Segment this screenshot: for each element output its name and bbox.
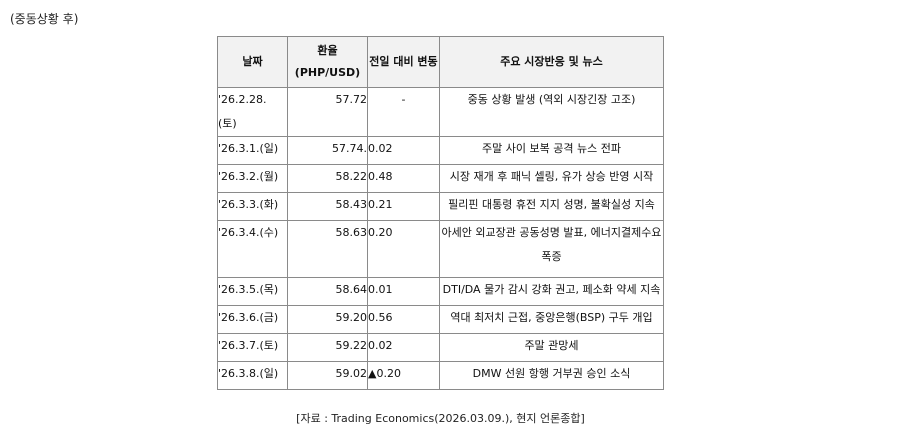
news-cell: 필리핀 대통령 휴전 지지 성명, 불확실성 지속 xyxy=(439,192,664,221)
change-cell: 0.56 xyxy=(367,305,440,334)
news-text-line: 폭증 xyxy=(541,250,562,263)
date-cell: '26.3.3.(화) xyxy=(217,192,288,221)
header-change: 전일 대비 변동 xyxy=(367,36,440,88)
rate-cell: 59.22 xyxy=(287,333,368,362)
rate-cell: 58.64 xyxy=(287,277,368,306)
source-caption: [자료 : Trading Economics(2026.03.09.), 현지… xyxy=(296,412,585,425)
change-cell: 0.02 xyxy=(367,333,440,362)
news-cell: DMW 선원 항행 거부권 승인 소식 xyxy=(439,361,664,390)
change-cell: 0.21 xyxy=(367,192,440,221)
news-cell: 아세안 외교장관 공동성명 발표, 에너지결제수요 폭증 xyxy=(439,220,664,278)
table-row: '26.3.2.(월) 58.22 0.48 시장 재개 후 패닉 셀링, 유가… xyxy=(217,164,664,193)
change-cell: 0.48 xyxy=(367,164,440,193)
news-cell: DTI/DA 물가 감시 강화 권고, 페소화 약세 지속 xyxy=(439,277,664,306)
change-cell: 0.01 xyxy=(367,277,440,306)
date-cell: '26.3.1.(일) xyxy=(217,136,288,165)
news-text-line: 아세안 외교장관 공동성명 발표, 에너지결제수요 xyxy=(441,226,662,239)
date-cell: '26.3.6.(금) xyxy=(217,305,288,334)
section-caption: (중동상황 후) xyxy=(10,12,79,26)
change-cell: - xyxy=(367,87,440,137)
header-rate-label: 환율 xyxy=(317,44,338,57)
weekday-text: (토) xyxy=(218,117,237,130)
rate-cell: 59.20 xyxy=(287,305,368,334)
date-cell: '26.3.4.(수) xyxy=(217,220,288,278)
table-row: '26.3.6.(금) 59.20 0.56 역대 최저치 근접, 중앙은행(B… xyxy=(217,305,664,334)
date-cell: '26.3.7.(토) xyxy=(217,333,288,362)
table-row: '26.3.1.(일) 57.74. 0.02 주말 사이 보복 공격 뉴스 전… xyxy=(217,136,664,165)
table-row: '26.3.8.(일) 59.02 ▲0.20 DMW 선원 항행 거부권 승인… xyxy=(217,361,664,390)
header-date: 날짜 xyxy=(217,36,288,88)
news-cell: 주말 사이 보복 공격 뉴스 전파 xyxy=(439,136,664,165)
date-text: '26.2.28. xyxy=(218,93,267,106)
news-cell: 중동 상황 발생 (역외 시장긴장 고조) xyxy=(439,87,664,137)
table-row: '26.3.5.(목) 58.64 0.01 DTI/DA 물가 감시 강화 권… xyxy=(217,277,664,306)
date-cell: '26.3.5.(목) xyxy=(217,277,288,306)
header-rate-unit: (PHP/USD) xyxy=(294,66,361,79)
table-row: '26.2.28. (토) 57.72 - 중동 상황 발생 (역외 시장긴장 … xyxy=(217,87,664,137)
date-cell: '26.2.28. (토) xyxy=(217,87,288,137)
rate-cell: 58.22 xyxy=(287,164,368,193)
date-cell: '26.3.2.(월) xyxy=(217,164,288,193)
news-cell: 역대 최저치 근접, 중앙은행(BSP) 구두 개입 xyxy=(439,305,664,334)
rate-cell: 57.74. xyxy=(287,136,368,165)
rate-cell: 57.72 xyxy=(287,87,368,137)
header-rate: 환율 (PHP/USD) xyxy=(287,36,368,88)
change-cell: ▲0.20 xyxy=(367,361,440,390)
rate-cell: 58.43 xyxy=(287,192,368,221)
header-news: 주요 시장반응 및 뉴스 xyxy=(439,36,664,88)
table-row: '26.3.7.(토) 59.22 0.02 주말 관망세 xyxy=(217,333,664,362)
change-cell: 0.20 xyxy=(367,220,440,278)
table-header-row: 날짜 환율 (PHP/USD) 전일 대비 변동 주요 시장반응 및 뉴스 xyxy=(217,36,664,88)
table-row: '26.3.4.(수) 58.63 0.20 아세안 외교장관 공동성명 발표,… xyxy=(217,220,664,278)
news-cell: 주말 관망세 xyxy=(439,333,664,362)
change-cell: 0.02 xyxy=(367,136,440,165)
rate-cell: 59.02 xyxy=(287,361,368,390)
table-row: '26.3.3.(화) 58.43 0.21 필리핀 대통령 휴전 지지 성명,… xyxy=(217,192,664,221)
news-cell: 시장 재개 후 패닉 셀링, 유가 상승 반영 시작 xyxy=(439,164,664,193)
date-cell: '26.3.8.(일) xyxy=(217,361,288,390)
rate-cell: 58.63 xyxy=(287,220,368,278)
exchange-rate-table: 날짜 환율 (PHP/USD) 전일 대비 변동 주요 시장반응 및 뉴스 '2… xyxy=(217,36,664,390)
